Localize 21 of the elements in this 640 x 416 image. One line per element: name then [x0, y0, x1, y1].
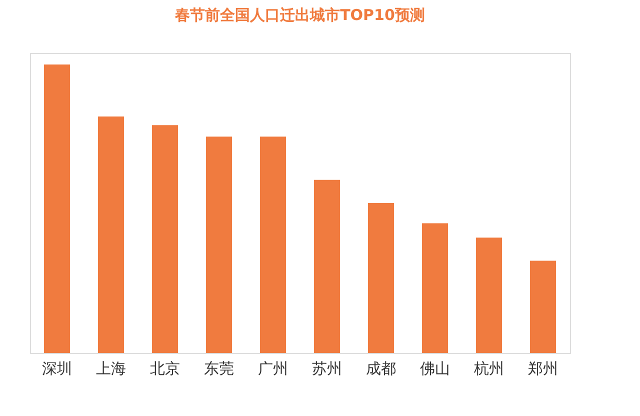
x-tick-label: 北京 — [150, 360, 180, 378]
x-tick-label: 广州 — [258, 360, 288, 378]
x-tick-label: 杭州 — [473, 360, 504, 378]
bar — [476, 238, 502, 353]
x-tick-label: 深圳 — [42, 360, 72, 378]
x-tick-label: 东莞 — [204, 360, 234, 378]
x-tick-label: 苏州 — [312, 360, 342, 378]
x-tick-label: 上海 — [96, 360, 126, 378]
bar — [44, 64, 70, 353]
bar — [422, 223, 448, 353]
bar — [314, 180, 340, 353]
bar — [260, 136, 286, 353]
bar — [152, 125, 178, 353]
x-tick-label: 郑州 — [528, 360, 558, 378]
bar — [530, 260, 556, 353]
bar — [368, 203, 394, 353]
x-tick-label: 成都 — [366, 360, 396, 378]
bar — [98, 116, 124, 353]
bar — [206, 136, 232, 353]
x-tick-label: 佛山 — [420, 360, 450, 378]
chart-title: 春节前全国人口迁出城市TOP10预测 — [174, 6, 425, 24]
